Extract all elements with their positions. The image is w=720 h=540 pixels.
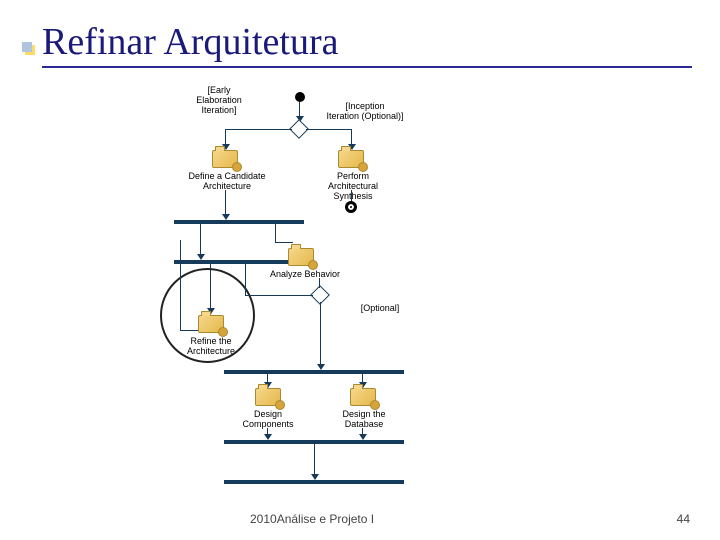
label-analyze: Analyze Behavior <box>265 270 345 280</box>
edge <box>180 330 198 331</box>
activity-icon <box>212 150 238 168</box>
activity-icon <box>350 388 376 406</box>
label-inception: [Inception Iteration (Optional)] <box>320 102 410 122</box>
edge <box>200 224 201 258</box>
activity-diagram: [Early Elaboration Iteration] [Inception… <box>120 80 460 500</box>
sync-bar-icon <box>174 260 304 264</box>
edge <box>226 129 292 130</box>
edge <box>180 240 181 330</box>
edge <box>351 190 352 202</box>
footer-left: 2010Análise e Projeto I <box>250 512 374 526</box>
edge <box>314 444 315 478</box>
activity-icon <box>288 248 314 266</box>
highlight-circle <box>160 268 255 363</box>
label-optional: [Optional] <box>350 304 410 314</box>
edge <box>275 224 276 242</box>
edge <box>275 242 293 243</box>
label-design-db: Design the Database <box>332 410 396 430</box>
end-node-icon <box>346 202 356 212</box>
sync-bar-icon <box>224 480 404 484</box>
title-block: Refinar Arquitetura <box>42 20 692 68</box>
footer-page-number: 44 <box>677 512 690 526</box>
label-design-comp: Design Components <box>233 410 303 430</box>
label-perform: Perform Architectural Synthesis <box>318 172 388 202</box>
edge <box>319 278 320 288</box>
arrowhead-icon <box>197 254 205 260</box>
label-define: Define a Candidate Architecture <box>182 172 272 192</box>
label-early: [Early Elaboration Iteration] <box>184 86 254 116</box>
activity-icon <box>338 150 364 168</box>
title-bullet-icon <box>22 42 32 52</box>
sync-bar-icon <box>224 370 404 374</box>
edge <box>306 129 352 130</box>
edge <box>245 264 246 296</box>
activity-icon <box>255 388 281 406</box>
title-underline <box>42 66 692 68</box>
page-title: Refinar Arquitetura <box>42 20 692 64</box>
edge <box>320 302 321 368</box>
sync-bar-icon <box>174 220 304 224</box>
edge <box>245 295 313 296</box>
start-node-icon <box>295 92 305 102</box>
